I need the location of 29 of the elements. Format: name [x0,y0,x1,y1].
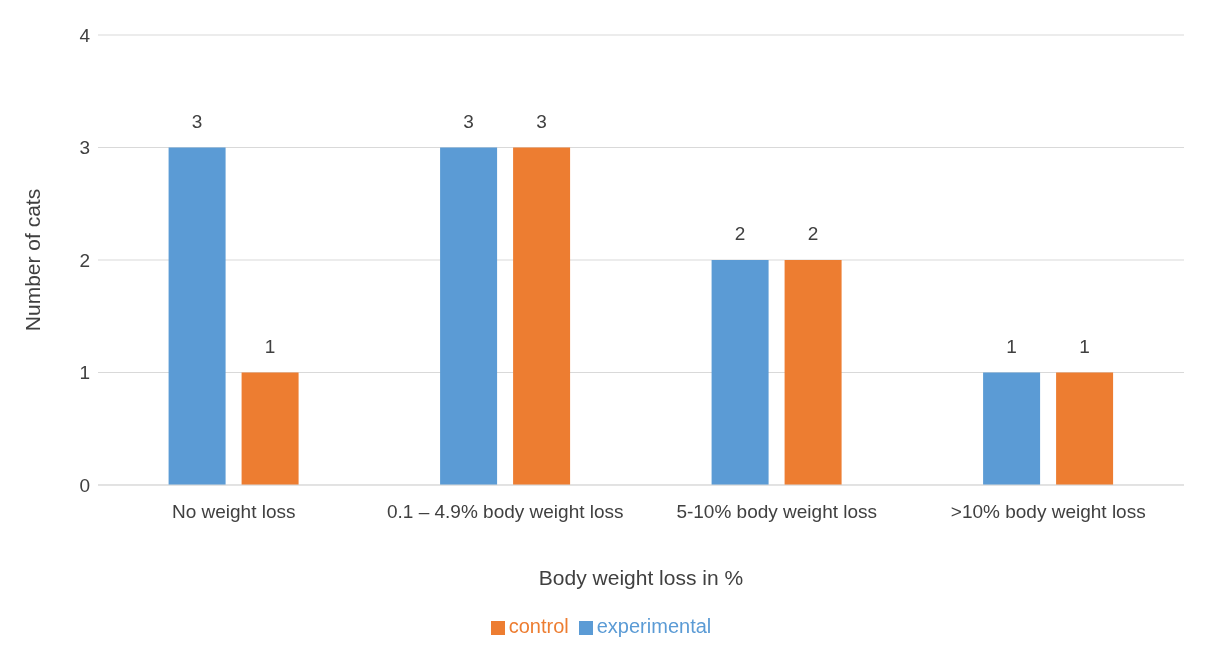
y-tick-label: 1 [79,362,90,384]
bar [983,372,1041,485]
data-label: 1 [264,335,276,357]
x-tick-label: No weight loss [171,501,296,523]
data-label: 3 [191,110,203,132]
legend-label: control [508,615,569,637]
data-label: 1 [1079,335,1090,357]
data-label: 3 [536,110,547,132]
bar [168,147,226,485]
y-tick-label: 3 [79,137,90,159]
bar [513,147,571,485]
x-tick-label: 5-10% body weight loss [676,501,878,523]
data-label: 2 [807,223,819,244]
legend-label: experimental [596,615,712,637]
y-tick-label: 0 [79,474,90,496]
y-tick-label: 2 [79,249,90,271]
bar [241,372,299,485]
bar [711,260,769,485]
bar [440,147,498,485]
bar [784,260,842,485]
data-label: 2 [734,223,746,244]
x-tick-label: >10% body weight loss [950,501,1146,523]
x-axis-title: Body weight loss in % [538,566,744,589]
y-tick-label: 4 [79,24,91,46]
data-label: 3 [463,110,474,132]
x-tick-label: 0.1 – 4.9% body weight loss [386,501,624,523]
data-label: 1 [1006,335,1017,357]
y-axis-title: Number of cats [21,188,45,332]
bar [1056,372,1114,485]
